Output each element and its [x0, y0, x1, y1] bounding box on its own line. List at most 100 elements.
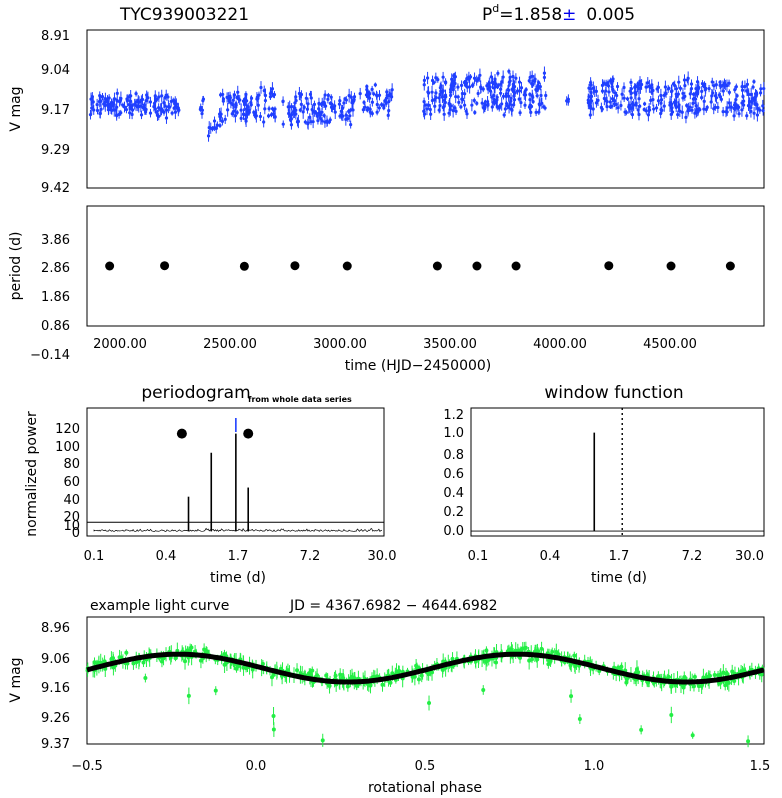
time-xlabel: time (HJD−2450000) — [345, 358, 492, 374]
phase-panel: example light curve JD = 4367.6982 − 464… — [8, 598, 770, 796]
lc-point — [326, 97, 330, 101]
lc-point — [162, 110, 166, 114]
y-tick: 1.86 — [41, 290, 70, 305]
lc-point — [172, 106, 176, 110]
lc-point — [486, 103, 490, 107]
lc-point — [499, 87, 503, 91]
lc-point — [755, 113, 759, 117]
lc-point — [490, 105, 494, 109]
lc-point — [673, 83, 677, 88]
lc-point — [611, 77, 615, 81]
lc-point — [734, 85, 738, 89]
phase-point — [416, 677, 421, 682]
lc-point — [472, 76, 477, 80]
lightcurve-ylabel: V mag — [8, 86, 24, 131]
lightcurve-yticks: 8.91 9.04 9.17 9.29 9.42 — [41, 29, 70, 196]
lc-point — [301, 110, 305, 114]
lc-point — [602, 96, 606, 101]
lc-point — [752, 111, 756, 115]
lc-point — [666, 87, 670, 91]
lc-point — [681, 91, 685, 96]
lc-point — [629, 87, 633, 91]
period-pm: ± — [562, 5, 576, 25]
phase-marks — [85, 641, 765, 748]
phase-point — [539, 646, 544, 651]
lc-point — [306, 102, 310, 106]
lc-point — [717, 93, 721, 97]
lc-point — [600, 107, 604, 111]
lc-point — [327, 120, 331, 124]
lc-point — [219, 112, 223, 116]
lc-point — [531, 95, 535, 99]
lc-point — [451, 109, 455, 113]
lc-point — [145, 93, 149, 97]
lc-point — [517, 80, 522, 84]
lc-point — [451, 84, 455, 88]
lc-point — [635, 85, 640, 89]
lc-point — [441, 105, 445, 110]
lc-point — [496, 71, 500, 75]
phase-point — [696, 684, 701, 689]
y-tick: 0.6 — [443, 467, 464, 482]
lc-point — [148, 100, 153, 104]
lc-point — [475, 101, 479, 105]
lc-point — [646, 81, 650, 85]
lc-point — [756, 106, 760, 111]
x-tick: 0.4 — [156, 549, 177, 564]
x-tick: 2000.00 — [93, 337, 147, 352]
lc-point — [602, 81, 606, 85]
lc-point — [254, 114, 258, 118]
lc-point — [478, 73, 482, 77]
lc-point — [241, 99, 246, 103]
lc-point — [358, 92, 362, 96]
lc-point — [529, 110, 533, 114]
lc-point — [589, 83, 593, 87]
lc-point — [320, 110, 324, 114]
lc-point — [361, 108, 365, 112]
lc-point — [112, 108, 116, 112]
phase-point — [739, 669, 744, 674]
phase-point — [536, 649, 541, 654]
periodogram-frame — [86, 407, 385, 537]
phase-point — [481, 687, 486, 692]
lc-point — [374, 93, 379, 97]
lc-point — [702, 107, 706, 111]
period-point — [239, 261, 249, 271]
lc-point — [543, 106, 547, 110]
lc-point — [647, 108, 652, 112]
lc-point — [117, 100, 122, 104]
lc-point — [670, 102, 674, 106]
lc-point — [698, 107, 702, 112]
lc-point — [689, 87, 694, 91]
period-yticks: 3.86 2.86 1.86 0.86 −0.14 — [30, 233, 70, 363]
phase-ylabel: V mag — [8, 657, 24, 702]
lc-point — [518, 111, 522, 115]
phase-point — [234, 666, 239, 671]
phase-frame — [86, 616, 765, 745]
lc-point — [434, 95, 438, 100]
lc-point — [438, 93, 442, 97]
lc-point — [527, 105, 532, 109]
lc-point — [318, 112, 322, 117]
lc-point — [754, 93, 758, 98]
lc-point — [244, 92, 248, 96]
lc-point — [299, 92, 304, 97]
lc-point — [329, 95, 333, 99]
lc-point — [319, 102, 324, 106]
lc-point — [669, 89, 674, 94]
lc-point — [728, 105, 732, 109]
lc-point — [493, 85, 497, 89]
lc-point — [712, 84, 716, 88]
lc-point — [713, 94, 718, 98]
y-tick: 3.86 — [41, 233, 70, 248]
lc-point — [89, 97, 93, 101]
lc-point — [610, 97, 615, 101]
lc-point — [501, 75, 505, 79]
lc-point — [662, 104, 666, 108]
lc-point — [305, 107, 310, 111]
y-tick: 0.4 — [443, 486, 464, 501]
lc-point — [364, 93, 369, 97]
lc-point — [625, 97, 630, 101]
lc-point — [293, 109, 297, 113]
lc-point — [233, 114, 238, 118]
